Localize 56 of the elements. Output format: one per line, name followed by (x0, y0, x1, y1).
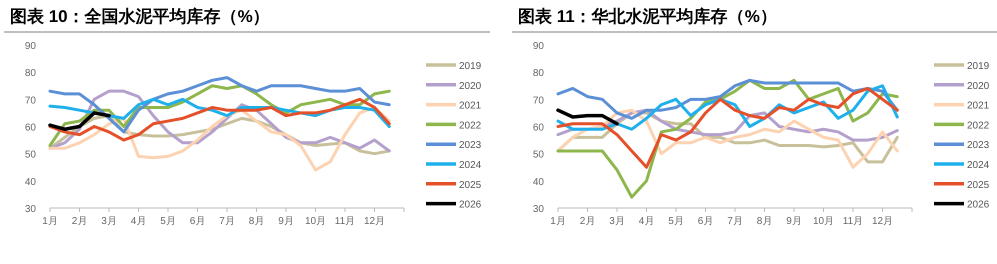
chart-title: 图表 11：华北水泥平均库存（%） (518, 7, 777, 26)
x-tick-label: 12月 (872, 216, 894, 227)
y-tick-label: 70 (532, 95, 544, 106)
legend-label: 2026 (459, 200, 482, 211)
x-tick-label: 5月 (668, 216, 684, 227)
x-tick-label: 10月 (304, 216, 326, 227)
x-tick-label: 6月 (190, 216, 206, 227)
x-tick-label: 1月 (42, 216, 58, 227)
x-tick-label: 10月 (812, 216, 834, 227)
x-tick-label: 6月 (698, 216, 714, 227)
x-tick-label: 5月 (160, 216, 176, 227)
x-tick-label: 3月 (609, 216, 625, 227)
x-tick-label: 4月 (130, 216, 146, 227)
y-tick-label: 30 (24, 204, 36, 215)
y-tick-label: 60 (24, 122, 36, 134)
chart-title: 图表 10：全国水泥平均库存（%） (10, 7, 270, 26)
x-tick-label: 4月 (638, 216, 654, 227)
y-tick-label: 60 (532, 122, 544, 134)
x-tick-label: 11月 (334, 216, 356, 227)
legend-label: 2021 (459, 100, 482, 112)
legend-label: 2023 (459, 140, 482, 152)
legend-label: 2020 (967, 80, 990, 92)
y-tick-label: 40 (24, 176, 36, 188)
y-tick-label: 40 (532, 176, 544, 188)
x-tick-label: 12月 (364, 216, 386, 227)
legend-label: 2025 (967, 180, 990, 191)
legend-label: 2020 (459, 80, 482, 92)
x-tick-label: 9月 (278, 216, 294, 227)
y-tick-label: 30 (532, 204, 544, 215)
x-tick-label: 7月 (727, 216, 743, 227)
legend-label: 2024 (459, 160, 482, 171)
y-tick-label: 90 (532, 41, 544, 52)
legend-label: 2022 (459, 120, 482, 132)
y-tick-label: 50 (24, 150, 36, 161)
y-tick-label: 90 (24, 41, 36, 52)
legend-label: 2026 (967, 200, 990, 211)
legend-label: 2023 (967, 140, 990, 152)
x-tick-label: 2月 (72, 216, 88, 227)
y-tick-label: 80 (24, 68, 36, 80)
legend-label: 2024 (967, 160, 990, 171)
y-tick-label: 70 (24, 95, 36, 106)
legend-label: 2019 (459, 61, 482, 72)
legend-label: 2022 (967, 120, 990, 132)
y-tick-label: 50 (532, 150, 544, 161)
x-tick-label: 3月 (101, 216, 117, 227)
x-tick-label: 8月 (756, 216, 772, 227)
legend-label: 2021 (967, 100, 990, 112)
y-tick-label: 80 (532, 68, 544, 80)
legend-label: 2019 (967, 61, 990, 72)
x-tick-label: 1月 (550, 216, 566, 227)
x-tick-label: 8月 (248, 216, 264, 227)
legend-label: 2025 (459, 180, 482, 191)
x-tick-label: 9月 (786, 216, 802, 227)
x-tick-label: 2月 (580, 216, 596, 227)
x-tick-label: 7月 (219, 216, 235, 227)
x-tick-label: 11月 (842, 216, 864, 227)
